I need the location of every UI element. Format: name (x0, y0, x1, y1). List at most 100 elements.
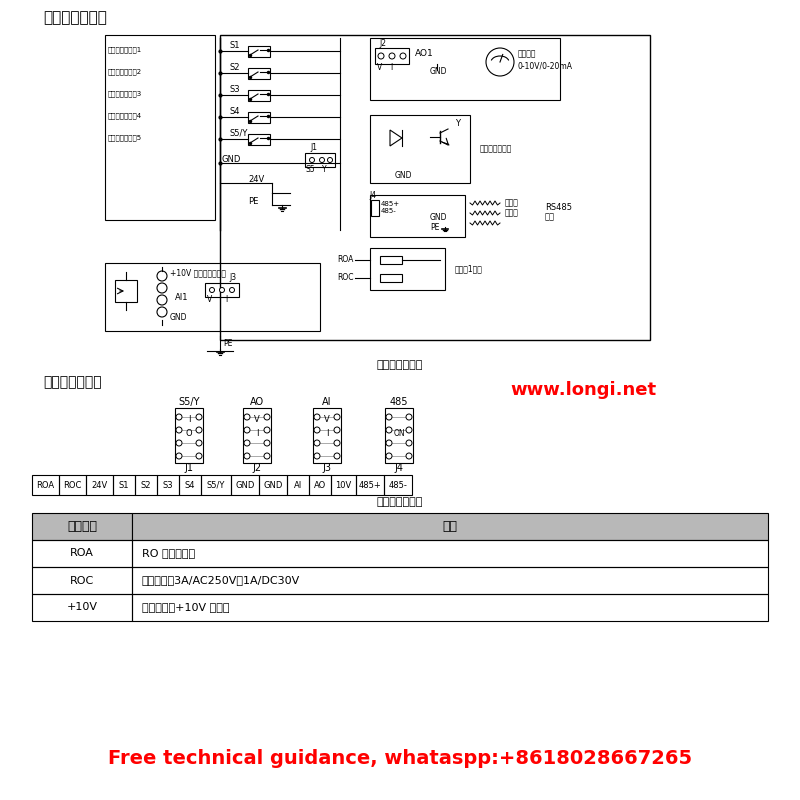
Bar (370, 248, 445, 290)
Text: ROC: ROC (63, 481, 82, 490)
Text: Y: Y (455, 118, 460, 127)
Text: 多功能输入端子5: 多功能输入端子5 (108, 134, 142, 142)
Text: ON: ON (393, 429, 405, 438)
Circle shape (196, 427, 202, 433)
Text: AO: AO (314, 481, 326, 490)
Circle shape (314, 440, 320, 446)
Text: O: O (186, 429, 192, 438)
Text: 集电极开路输出: 集电极开路输出 (480, 145, 512, 154)
Circle shape (314, 453, 320, 459)
Text: GND: GND (430, 67, 447, 77)
Text: +10V: +10V (66, 602, 98, 613)
Text: AI: AI (322, 397, 332, 407)
Bar (105, 263, 320, 331)
Bar (370, 38, 560, 100)
Circle shape (176, 453, 182, 459)
Bar (132, 540, 768, 567)
Circle shape (400, 53, 406, 59)
Bar (309, 475, 331, 495)
Circle shape (406, 453, 412, 459)
Text: I: I (326, 429, 328, 438)
Text: 通讯: 通讯 (545, 213, 555, 222)
Text: 控制端子示意图: 控制端子示意图 (377, 497, 423, 507)
Bar (375, 48, 409, 64)
Text: AO: AO (250, 397, 264, 407)
Text: V: V (207, 295, 212, 305)
Bar (248, 134, 270, 145)
Circle shape (210, 287, 214, 293)
Bar (370, 195, 465, 237)
Bar (32, 475, 59, 495)
Text: J3: J3 (229, 273, 236, 282)
Bar (356, 475, 384, 495)
Text: ROC: ROC (70, 575, 94, 586)
Circle shape (264, 453, 270, 459)
Circle shape (244, 414, 250, 420)
Circle shape (219, 287, 225, 293)
Circle shape (389, 53, 395, 59)
Text: S2: S2 (229, 62, 239, 71)
Text: PE: PE (248, 197, 258, 206)
Text: 24V: 24V (248, 174, 264, 183)
Text: 0-10V/0-20mA: 0-10V/0-20mA (518, 62, 573, 70)
Circle shape (386, 440, 392, 446)
Text: 485+: 485+ (381, 201, 400, 207)
Bar (248, 68, 270, 79)
Text: PE: PE (430, 222, 439, 231)
Text: 触点容量：3A/AC250V，1A/DC30V: 触点容量：3A/AC250V，1A/DC30V (142, 575, 300, 586)
Text: 端子名称: 端子名称 (67, 520, 97, 533)
Text: 多功能输入端子1: 多功能输入端子1 (108, 46, 142, 54)
Bar (132, 567, 768, 594)
Text: J2: J2 (253, 463, 262, 473)
Text: 485-: 485- (389, 481, 407, 490)
Bar (248, 46, 270, 57)
Text: I: I (256, 429, 258, 438)
Text: GND: GND (235, 481, 254, 490)
Text: 多功能输入端子4: 多功能输入端子4 (108, 113, 142, 119)
Circle shape (334, 427, 340, 433)
Circle shape (230, 287, 234, 293)
Text: J4: J4 (394, 463, 403, 473)
Circle shape (406, 414, 412, 420)
Text: I: I (188, 415, 190, 425)
Text: J1: J1 (310, 143, 317, 153)
Text: S3: S3 (162, 481, 174, 490)
Text: 本机提供的+10V 电源。: 本机提供的+10V 电源。 (142, 602, 230, 613)
Text: 双绞线: 双绞线 (505, 198, 519, 207)
Text: RO 继电器输出: RO 继电器输出 (142, 549, 195, 558)
Bar (179, 475, 201, 495)
Circle shape (386, 453, 392, 459)
Bar (220, 35, 650, 340)
Circle shape (386, 427, 392, 433)
Bar (243, 408, 271, 463)
Text: 控制回路接线图: 控制回路接线图 (377, 360, 423, 370)
Text: AI1: AI1 (175, 294, 189, 302)
Text: 屏蔽线: 屏蔽线 (505, 209, 519, 218)
Text: 485: 485 (390, 397, 408, 407)
Bar (371, 200, 379, 216)
Circle shape (244, 453, 250, 459)
Text: S1: S1 (229, 41, 239, 50)
Bar (32, 540, 132, 567)
Bar (313, 408, 341, 463)
Bar (384, 475, 412, 495)
Text: 多功能输入端子3: 多功能输入端子3 (108, 90, 142, 98)
Bar (231, 475, 259, 495)
Text: V: V (254, 415, 260, 425)
Circle shape (334, 440, 340, 446)
Bar (287, 475, 309, 495)
Text: S5/Y: S5/Y (207, 481, 225, 490)
Circle shape (264, 414, 270, 420)
Text: ROA: ROA (37, 481, 54, 490)
Bar (370, 115, 470, 183)
Text: Y: Y (322, 166, 326, 174)
Circle shape (176, 414, 182, 420)
Circle shape (314, 427, 320, 433)
Text: S3: S3 (229, 85, 240, 94)
Text: I: I (390, 63, 392, 73)
Bar (201, 475, 231, 495)
Bar (248, 90, 270, 101)
Text: J4: J4 (369, 190, 376, 199)
Bar (32, 594, 132, 621)
Circle shape (406, 427, 412, 433)
